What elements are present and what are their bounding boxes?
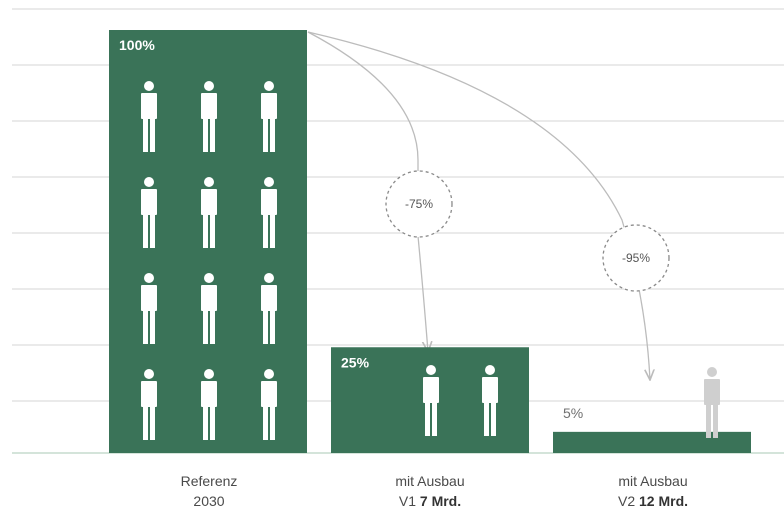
- data-label: 5%: [563, 405, 583, 421]
- bar: [553, 431, 751, 453]
- reduction-label: -95%: [622, 251, 650, 265]
- data-label: 25%: [341, 354, 370, 370]
- x-label-v1: mit Ausbau V1 7 Mrd.: [330, 471, 530, 511]
- x-label-line1: mit Ausbau: [618, 473, 688, 489]
- data-label: 100%: [119, 37, 155, 53]
- x-label-line1: mit Ausbau: [395, 473, 465, 489]
- data-labels: 100% 25% 5%: [119, 37, 583, 421]
- x-label-referenz: Referenz 2030: [109, 471, 309, 511]
- reduction-arrows: [307, 31, 650, 380]
- reduction-circles: -75% -95%: [385, 170, 670, 292]
- reduction-label: -75%: [405, 197, 433, 211]
- reduction-circle: [602, 224, 670, 292]
- person-icon: [704, 367, 720, 438]
- x-label-v2: mit Ausbau V2 12 Mrd.: [553, 471, 753, 511]
- x-label-line1: Referenz: [180, 473, 238, 489]
- reduction-circle: [385, 170, 453, 238]
- reduction-arrow: [307, 31, 650, 380]
- x-label-line2: V1 7 Mrd.: [398, 493, 462, 509]
- reduction-arrow: [307, 31, 428, 352]
- x-label-line2: 2030: [193, 493, 225, 509]
- x-label-line2: V2 12 Mrd.: [617, 493, 689, 509]
